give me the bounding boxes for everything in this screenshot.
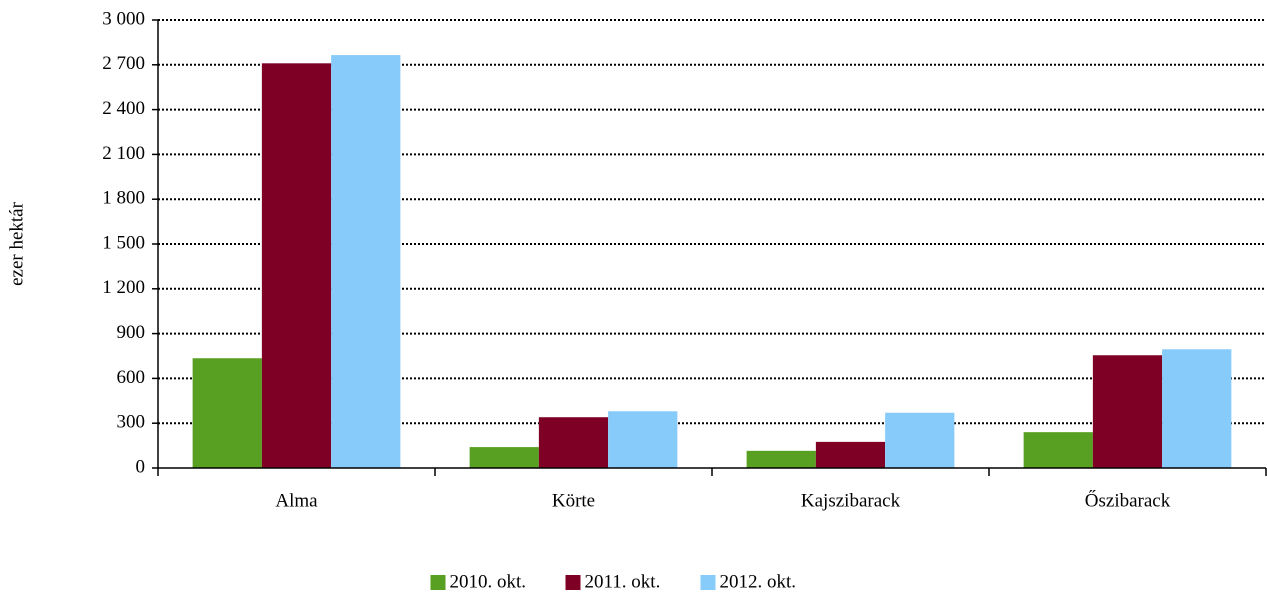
bar: [469, 447, 539, 468]
y-tick-label: 1 200: [102, 277, 145, 298]
bar: [746, 450, 816, 468]
y-tick-label: 2 100: [102, 143, 145, 164]
x-tick-label: Őszibarack: [1085, 489, 1171, 511]
y-tick-label: 0: [136, 456, 146, 477]
bar: [1162, 349, 1232, 468]
legend-swatch: [430, 575, 446, 590]
bar: [1023, 432, 1093, 468]
legend-swatch: [565, 575, 581, 590]
x-tick-label: Alma: [275, 490, 318, 511]
y-tick-label: 3 000: [102, 8, 145, 29]
bar: [885, 412, 955, 468]
y-tick-label: 300: [117, 412, 146, 433]
bar: [608, 411, 678, 468]
y-tick-label: 900: [117, 322, 146, 343]
y-tick-label: 1 500: [102, 232, 145, 253]
bar: [1092, 355, 1163, 468]
legend-swatch: [700, 575, 716, 590]
x-tick-label: Körte: [552, 490, 595, 511]
y-tick-label: 600: [117, 367, 146, 388]
bar: [538, 417, 609, 468]
bar: [192, 358, 262, 468]
y-tick-label: 1 800: [102, 188, 145, 209]
y-axis-label: ezer hektár: [6, 201, 27, 286]
legend-label: 2011. okt.: [585, 571, 661, 592]
bar: [815, 441, 886, 468]
y-tick-label: 2 700: [102, 53, 145, 74]
x-tick-label: Kajszibarack: [801, 490, 901, 511]
bar: [331, 55, 401, 469]
legend-label: 2012. okt.: [720, 571, 797, 592]
bar: [261, 63, 332, 468]
legend-label: 2010. okt.: [450, 571, 527, 592]
y-tick-label: 2 400: [102, 98, 145, 119]
